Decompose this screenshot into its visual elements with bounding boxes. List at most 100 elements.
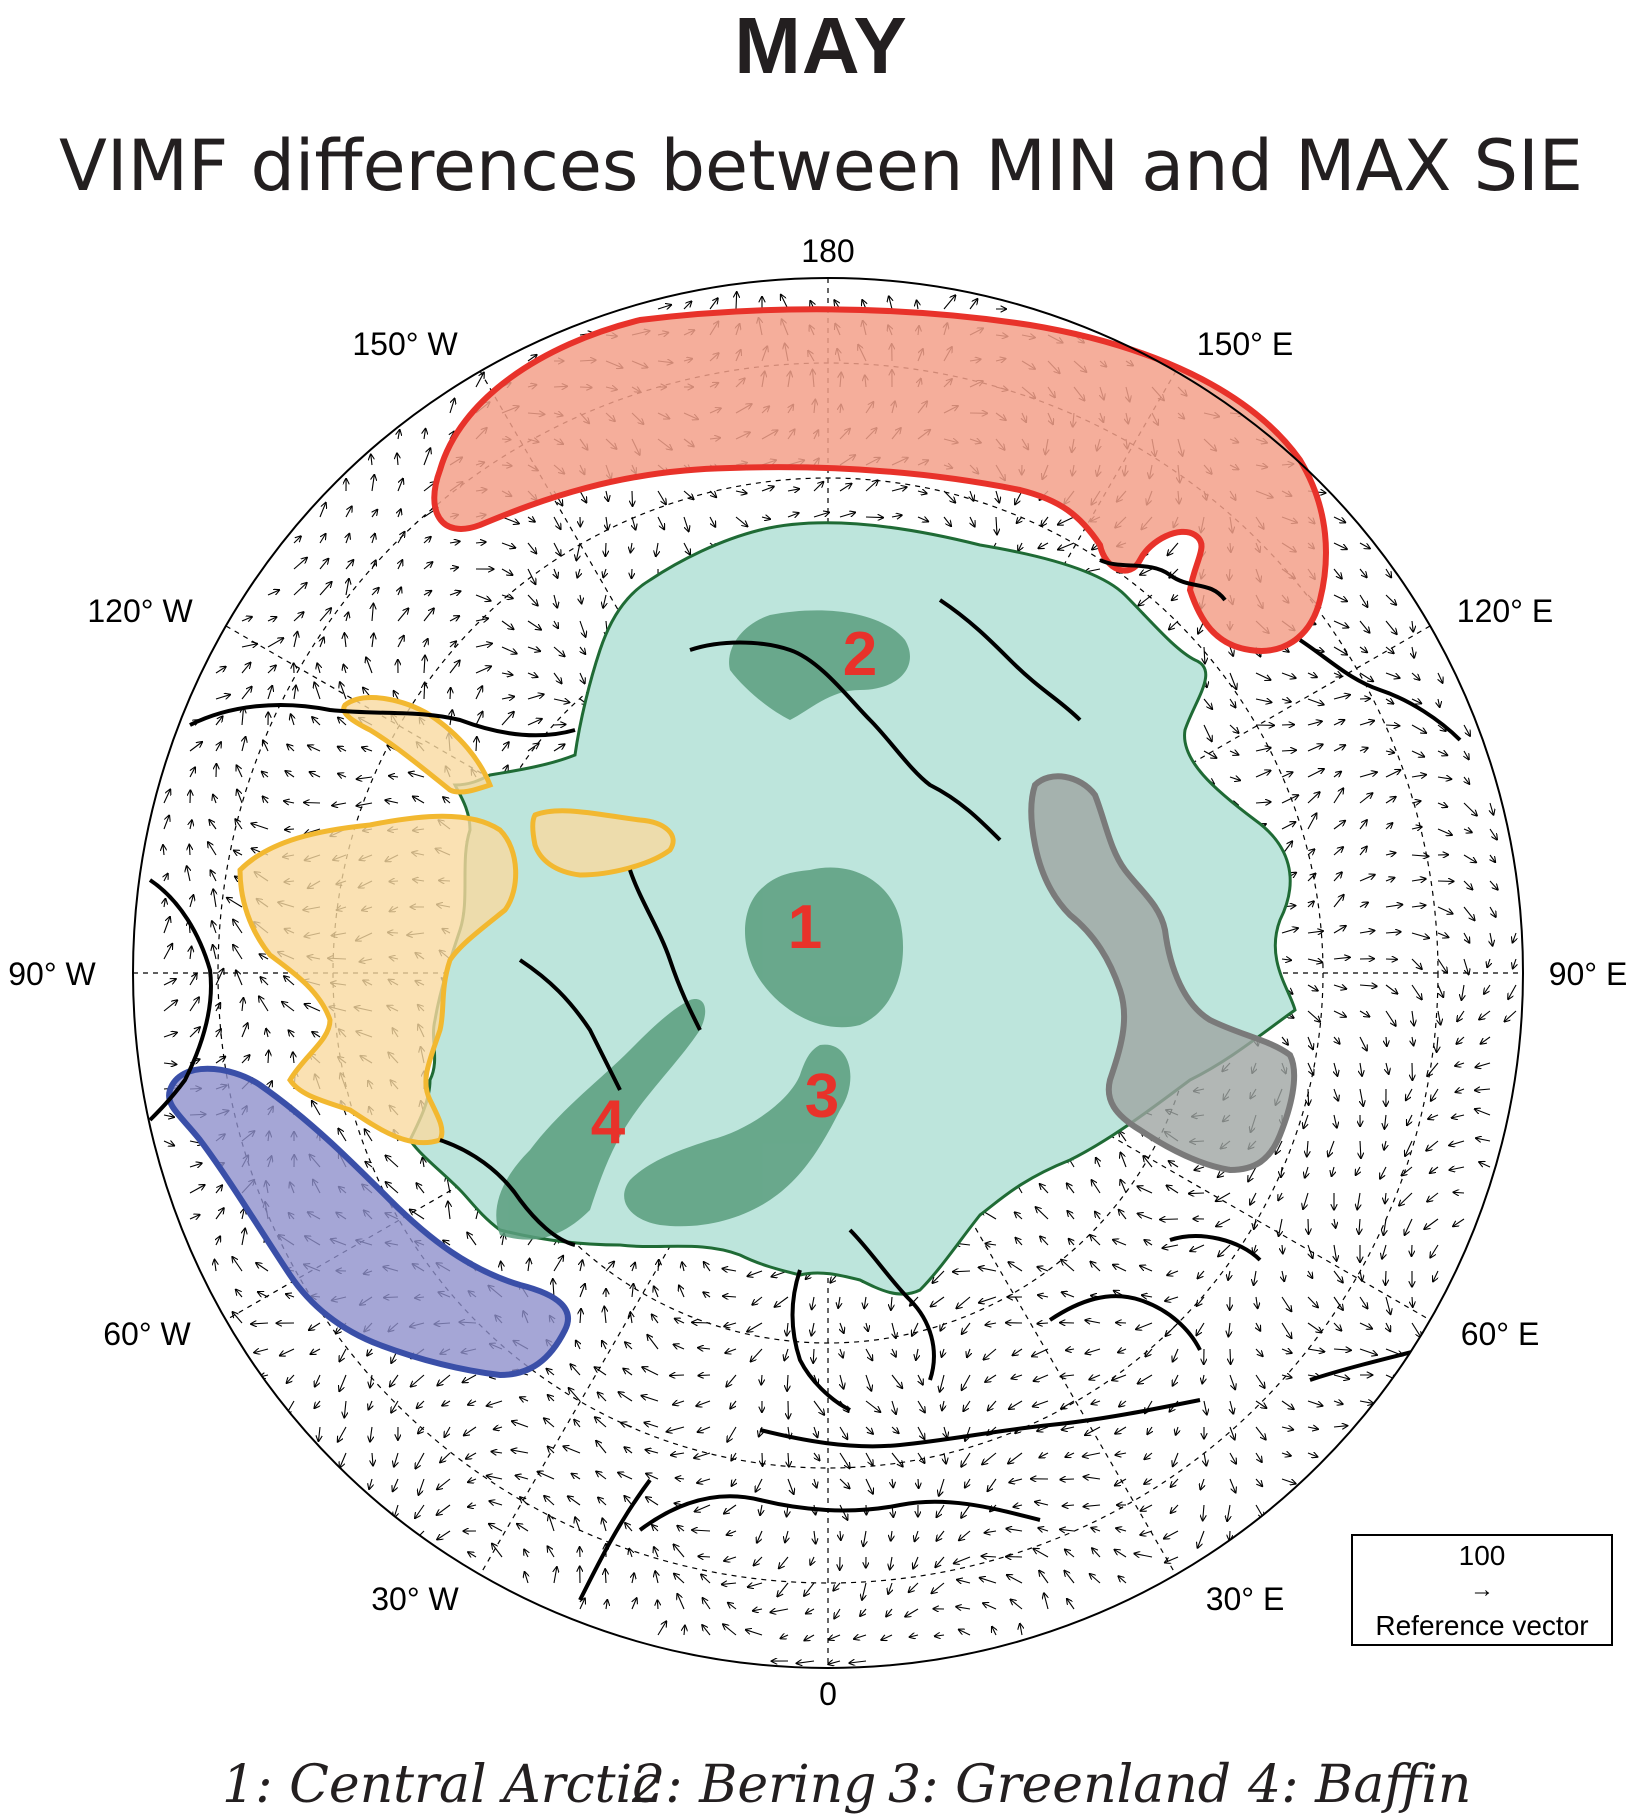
vector-arrow	[692, 1530, 710, 1531]
vector-arrow	[1138, 1375, 1152, 1384]
lon-label-120e: 120° E	[1457, 593, 1553, 629]
vector-arrow	[1307, 1141, 1308, 1156]
vector-arrow	[1490, 829, 1497, 839]
vector-arrow	[1173, 1375, 1178, 1386]
vector-arrow	[1254, 1271, 1256, 1285]
vector-arrow	[866, 1427, 873, 1434]
reference-vector-value: 100	[1459, 1540, 1506, 1571]
vector-arrow	[187, 866, 190, 881]
vector-arrow	[554, 673, 562, 683]
vector-arrow	[1385, 1193, 1386, 1203]
vector-arrow	[956, 1607, 970, 1609]
vector-arrow	[779, 1557, 788, 1568]
vector-arrow	[242, 1055, 250, 1063]
vector-arrow	[468, 1479, 476, 1482]
vector-arrow	[1308, 931, 1323, 933]
vector-arrow	[544, 1418, 554, 1427]
lon-label-60w: 60° W	[103, 1316, 191, 1352]
vector-arrow	[190, 820, 192, 829]
vector-arrow	[437, 1479, 450, 1489]
vector-arrow	[1438, 803, 1447, 807]
vector-arrow	[652, 1525, 658, 1531]
vector-arrow	[492, 1544, 502, 1557]
vector-arrow	[1308, 985, 1318, 991]
region-number-1: 1	[788, 893, 822, 962]
vector-arrow	[437, 1531, 450, 1539]
vector-arrow	[698, 1427, 710, 1432]
vector-arrow	[1033, 1401, 1048, 1406]
vector-arrow	[1437, 1037, 1438, 1052]
vector-arrow	[424, 429, 426, 439]
vector-arrow	[235, 819, 242, 829]
vector-arrow	[1138, 1214, 1152, 1219]
vector-arrow	[164, 899, 165, 907]
vector-arrow	[1334, 1323, 1341, 1331]
vector-arrow	[305, 1004, 320, 1011]
vector-arrow	[632, 491, 633, 506]
vector-arrow	[372, 534, 375, 543]
vector-arrow	[866, 1323, 868, 1331]
vector-arrow	[190, 1027, 200, 1037]
vector-arrow	[657, 1600, 658, 1609]
vector-arrow	[268, 590, 279, 595]
vector-arrow	[598, 1393, 606, 1402]
vector-arrow	[554, 699, 569, 702]
vector-arrow	[1464, 829, 1472, 832]
vector-arrow	[190, 742, 202, 751]
vector-arrow	[357, 777, 372, 779]
vector-arrow	[164, 1000, 177, 1011]
vector-arrow	[760, 1505, 762, 1515]
vector-arrow	[339, 1375, 346, 1391]
vector-arrow	[1360, 748, 1368, 751]
vector-arrow	[1360, 772, 1377, 777]
vector-arrow	[502, 697, 514, 699]
vector-arrow	[814, 1531, 816, 1544]
vector-arrow	[1218, 1245, 1230, 1256]
vector-arrow	[1430, 1245, 1438, 1257]
vector-arrow	[1015, 1212, 1022, 1219]
vector-arrow	[1084, 1477, 1100, 1479]
vector-arrow	[266, 1029, 268, 1037]
vector-arrow	[413, 797, 424, 804]
vector-arrow	[1007, 1575, 1022, 1583]
vector-arrow	[310, 772, 320, 777]
vector-arrow	[631, 543, 633, 552]
vector-arrow	[289, 1030, 294, 1037]
vector-arrow	[804, 1583, 814, 1596]
vector-arrow	[1360, 931, 1374, 933]
vector-arrow	[344, 633, 346, 647]
vector-arrow	[1386, 1037, 1387, 1046]
vector-arrow	[568, 1496, 580, 1505]
vector-arrow	[722, 1583, 736, 1584]
vector-arrow	[1092, 1548, 1100, 1557]
vector-arrow	[502, 569, 512, 575]
vector-arrow	[724, 1323, 736, 1326]
vector-arrow	[1060, 1479, 1074, 1480]
vector-arrow	[1428, 1115, 1438, 1119]
vector-arrow	[251, 1323, 268, 1324]
vector-arrow	[1308, 1271, 1312, 1278]
vector-arrow	[1282, 1453, 1291, 1456]
vector-arrow	[604, 1307, 606, 1323]
vector-arrow	[209, 820, 216, 829]
vector-arrow	[554, 1256, 563, 1271]
vector-arrow	[1009, 1262, 1023, 1271]
vector-arrow	[1490, 933, 1493, 946]
vector-arrow	[747, 1323, 762, 1332]
vector-arrow	[1168, 543, 1178, 555]
vector-arrow	[294, 612, 304, 621]
vector-arrow	[1412, 725, 1426, 733]
vector-arrow	[372, 588, 379, 595]
vector-arrow	[216, 1029, 221, 1037]
vector-arrow	[866, 1479, 873, 1494]
vector-arrow	[918, 1427, 924, 1439]
vector-arrow	[338, 774, 346, 777]
vector-arrow	[1386, 621, 1397, 634]
vector-arrow	[1069, 1239, 1074, 1245]
vector-arrow	[1039, 1571, 1048, 1583]
vector-arrow	[580, 595, 582, 603]
vector-arrow	[632, 1263, 635, 1271]
vector-arrow	[1334, 745, 1345, 751]
vector-arrow	[450, 642, 456, 648]
vector-arrow	[259, 997, 268, 1012]
